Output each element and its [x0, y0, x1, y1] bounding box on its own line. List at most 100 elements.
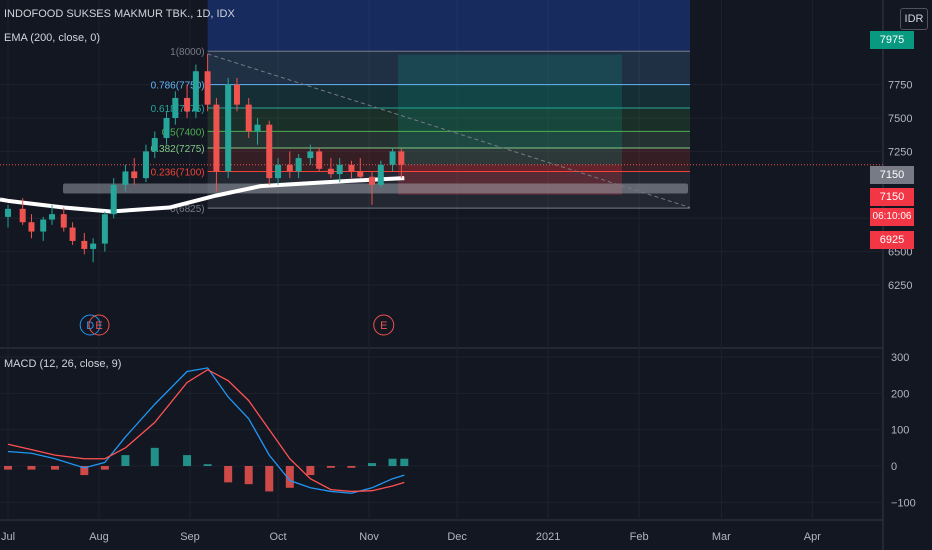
candle-body: [40, 219, 47, 232]
candle-body: [81, 240, 88, 249]
macd-histogram-bar: [27, 466, 36, 470]
event-marker-circle: [88, 314, 110, 336]
candle-body: [357, 171, 364, 177]
price-axis-tick: 7250: [888, 146, 912, 158]
long-position-target-zone: [398, 54, 622, 165]
macd-histogram-bar: [4, 466, 12, 470]
macd-histogram-bar: [347, 466, 356, 468]
fib-level-label: 0.5(7400): [162, 127, 205, 138]
long-position-stop-zone: [398, 164, 622, 195]
candle-body: [101, 214, 108, 244]
macd-histogram-bar: [400, 458, 409, 466]
macd-axis-tick: 0: [891, 461, 897, 473]
macd-axis-tick: 300: [891, 352, 909, 364]
macd-indicator-label[interactable]: MACD (12, 26, close, 9): [4, 358, 122, 370]
fib-band: [207, 148, 690, 172]
candle-body: [90, 243, 97, 249]
fib-top-zone: [207, 0, 690, 52]
candle-body: [142, 151, 149, 179]
candle-body: [233, 84, 240, 105]
candle-body: [225, 84, 232, 172]
time-axis-tick: Mar: [712, 531, 731, 543]
macd-histogram-bar: [50, 466, 59, 470]
candle-body: [398, 151, 405, 165]
macd-histogram-bar: [150, 447, 159, 466]
time-axis-tick: Sep: [180, 531, 200, 543]
candle-body: [286, 164, 293, 172]
fib-level-label: 1(8000): [170, 47, 204, 58]
candle-body: [389, 151, 396, 165]
candle-body: [275, 164, 282, 179]
macd-axis-tick: −100: [891, 497, 916, 509]
macd-histogram-bar: [100, 466, 109, 470]
macd-histogram-bar: [388, 458, 397, 466]
macd-histogram-bar: [121, 455, 130, 466]
time-axis-tick: Aug: [89, 531, 109, 543]
candle-body: [204, 71, 211, 105]
macd-histogram-bar: [326, 466, 335, 468]
time-axis-tick: Nov: [359, 531, 379, 543]
price-axis-badge-close: 7150: [870, 188, 914, 206]
candle-body: [316, 151, 323, 169]
candle-body: [60, 214, 67, 228]
ema-indicator-label[interactable]: EMA (200, close, 0): [4, 32, 100, 44]
time-axis-tick: Apr: [804, 531, 821, 543]
price-axis-badge-low: 6925: [870, 231, 914, 249]
candle-body: [295, 158, 302, 172]
candle-body: [69, 227, 76, 241]
event-marker-label: E: [380, 320, 387, 332]
macd-histogram-bar: [306, 466, 315, 476]
candle-body: [245, 104, 252, 132]
candle-body: [28, 222, 35, 232]
signal-line: [7, 368, 405, 493]
price-axis-badge-current: 7150: [870, 166, 914, 184]
price-axis-tick: 6250: [888, 280, 912, 292]
ema-200-line: [0, 176, 405, 214]
macd-histogram-bar: [224, 466, 233, 483]
event-marker-label: E: [95, 320, 102, 332]
candle-body: [348, 164, 355, 172]
macd-histogram-bar: [183, 455, 192, 466]
time-axis-tick: Oct: [270, 531, 287, 543]
time-axis-tick: 2021: [536, 531, 560, 543]
candle-body: [163, 118, 170, 139]
macd-histogram-bar: [244, 466, 253, 485]
trend-line: [207, 53, 691, 208]
time-axis-tick: Dec: [447, 531, 467, 543]
candle-body: [213, 104, 220, 172]
event-marker-circle: [79, 314, 101, 336]
price-axis-badge-green: 7975: [870, 31, 914, 49]
macd-line: [7, 367, 405, 494]
time-axis-tick: Feb: [630, 531, 649, 543]
support-zone: [63, 183, 688, 194]
fib-band: [207, 107, 690, 132]
candle-body: [327, 168, 334, 175]
macd-histogram-bar: [265, 466, 274, 492]
candle-body: [369, 176, 375, 185]
macd-histogram-bar: [368, 463, 376, 466]
currency-label[interactable]: IDR: [900, 8, 928, 30]
countdown-badge: 06:10:06: [870, 208, 914, 226]
price-axis-tick: 7500: [888, 113, 912, 125]
macd-histogram-bar: [203, 464, 212, 466]
candle-body: [19, 208, 26, 223]
candle-body: [49, 214, 56, 220]
candle-body: [5, 208, 11, 217]
fib-level-label: 0.786(7750): [151, 81, 205, 92]
candle-body: [151, 138, 158, 152]
fib-band: [207, 171, 690, 209]
candle-body: [122, 171, 129, 185]
macd-axis-tick: 100: [891, 425, 909, 437]
candle-body: [192, 71, 199, 112]
fib-band: [207, 131, 690, 149]
event-marker-circle: [373, 314, 395, 336]
fib-band: [207, 84, 690, 108]
price-axis-tick: 7750: [888, 80, 912, 92]
price-axis-tick: 6500: [888, 247, 912, 259]
time-axis-tick: Jul: [1, 531, 15, 543]
symbol-title: INDOFOOD SUKSES MAKMUR TBK., 1D, IDX: [4, 8, 235, 20]
candle-body: [377, 164, 384, 185]
candle-body: [110, 184, 117, 215]
candle-body: [184, 97, 191, 112]
